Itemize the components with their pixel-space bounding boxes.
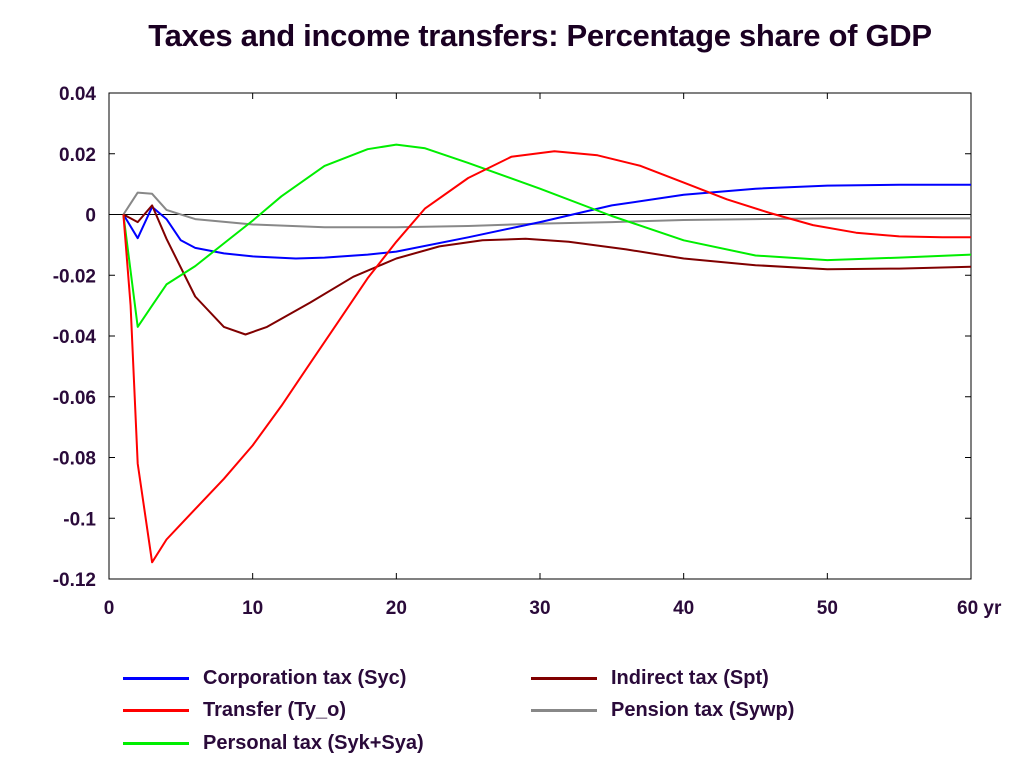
series-line-1: [122, 150, 971, 564]
legend-item-pension-tax: Pension tax (Sywp): [531, 699, 794, 722]
legend-swatch: [123, 677, 189, 680]
y-tick-label: -0.1: [63, 509, 96, 530]
y-tick-label: -0.12: [53, 570, 96, 591]
y-tick-label: -0.02: [53, 266, 96, 287]
legend-swatch: [123, 742, 189, 745]
legend-label: Pension tax (Sywp): [611, 699, 795, 721]
legend-swatch: [123, 709, 189, 712]
series-line-2: [122, 143, 972, 328]
legend-swatch: [531, 677, 597, 680]
legend-item-indirect-tax: Indirect tax (Spt): [531, 667, 769, 690]
legend-item-personal-tax: Personal tax (Syk+Sya): [123, 732, 424, 755]
series-lines: [122, 143, 972, 564]
legend-item-transfer: Transfer (Ty_o): [123, 699, 346, 722]
x-tick-label: 0: [104, 598, 115, 619]
chart-title: Taxes and income transfers: Percentage s…: [148, 18, 932, 53]
x-tick-label: 10: [242, 598, 263, 619]
series-line-3: [122, 204, 972, 336]
legend-label: Transfer (Ty_o): [203, 699, 346, 721]
y-tick-label: -0.08: [53, 449, 96, 470]
x-tick-label: 20: [386, 598, 407, 619]
legend-swatch: [531, 709, 597, 712]
x-tick-label: 40: [673, 598, 694, 619]
legend-label: Personal tax (Syk+Sya): [203, 732, 424, 754]
legend-label: Corporation tax (Syc): [203, 667, 407, 689]
y-tick-label: 0.04: [59, 84, 96, 105]
y-tick-label: 0.02: [59, 145, 96, 166]
x-tick-label: 60 yr: [957, 598, 1002, 619]
x-tick-label: 30: [529, 598, 550, 619]
y-tick-label: -0.06: [53, 388, 96, 409]
series-line-0: [122, 183, 971, 260]
legend-item-corporation-tax: Corporation tax (Syc): [123, 667, 406, 690]
y-tick-label: -0.04: [53, 327, 97, 348]
legend-label: Indirect tax (Spt): [611, 667, 769, 689]
x-tick-label: 50: [817, 598, 838, 619]
y-tick-label: 0: [85, 206, 96, 227]
axes: 0.04 0.02 0 -0.02 -0.04 -0.06 -0.08 -0.1 -0.12 0 1…: [53, 84, 1002, 619]
